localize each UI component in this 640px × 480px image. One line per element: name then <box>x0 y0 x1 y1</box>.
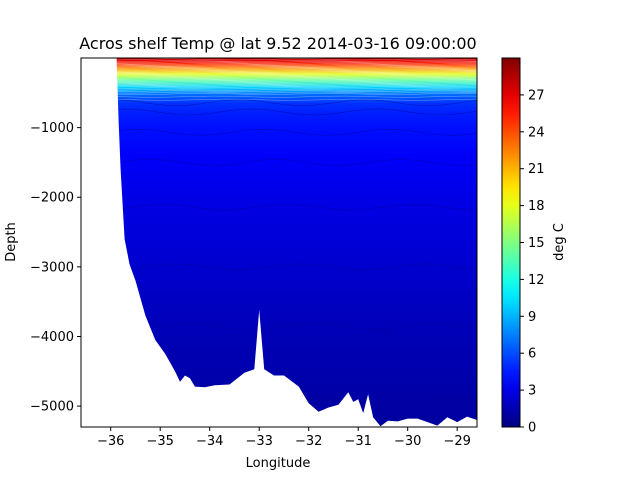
colorbar-tick-label: 27 <box>528 88 545 103</box>
isotherm-line <box>81 90 477 93</box>
isotherm-line <box>81 76 477 78</box>
y-axis-label: Depth <box>4 222 19 262</box>
isotherm-line <box>81 91 477 94</box>
isotherm-line <box>81 69 477 72</box>
colorbar-tick-label: 12 <box>528 273 545 288</box>
colorbar-tick-label: 21 <box>528 162 545 177</box>
colorbar-tick-label: 6 <box>528 347 536 362</box>
y-tick-label: −4000 <box>30 330 74 345</box>
isotherm-line <box>81 86 477 88</box>
isotherm-line <box>81 63 477 65</box>
isotherm-line <box>81 98 477 101</box>
x-tick-label: −35 <box>146 434 173 449</box>
isotherm-line <box>81 75 477 77</box>
isotherm-line <box>81 61 477 63</box>
y-tick-label: −3000 <box>30 260 74 275</box>
y-tick-label: −5000 <box>30 400 74 415</box>
y-tick-label: −1000 <box>30 121 74 136</box>
isotherm-line <box>81 95 477 98</box>
isotherm-line <box>81 80 477 83</box>
x-axis: −36 −35 −34 −33 −32 −31 −30 −29 <box>97 427 471 449</box>
isotherm-line <box>81 85 477 87</box>
isotherm-line <box>81 71 477 74</box>
colorbar-label: deg C <box>552 223 567 261</box>
x-tick-label: −32 <box>295 434 322 449</box>
isotherm-line <box>81 64 477 67</box>
isotherm-line <box>81 58 477 61</box>
isotherm-line <box>81 203 477 211</box>
isotherm-line <box>81 66 477 69</box>
colorbar: 0 3 6 9 12 15 18 21 24 27 deg C <box>501 57 567 436</box>
isotherm-line <box>81 60 477 62</box>
isotherm-line <box>81 73 477 76</box>
isotherm-line <box>81 64 477 66</box>
isotherm-line <box>81 87 477 90</box>
y-tick-label: −2000 <box>30 191 74 206</box>
isotherm-line <box>81 128 477 136</box>
isotherm-line <box>81 84 477 86</box>
isotherm-line <box>81 62 477 64</box>
isotherm-contours <box>81 58 477 405</box>
isotherm-line <box>81 99 477 107</box>
plot-area <box>81 58 477 427</box>
isotherm-line <box>81 263 477 271</box>
isotherm-line <box>81 108 477 116</box>
isotherm-line <box>81 78 477 81</box>
isotherm-line <box>81 77 477 79</box>
isotherm-line <box>81 69 477 71</box>
colorbar-tick-label: 18 <box>528 199 545 214</box>
colorbar-tick-label: 0 <box>528 421 536 436</box>
x-tick-label: −33 <box>245 434 272 449</box>
isotherm-line <box>81 70 477 73</box>
isotherm-line <box>81 67 477 70</box>
isotherm-line <box>81 159 477 166</box>
axes-frame <box>80 57 478 428</box>
isotherm-line <box>81 74 477 76</box>
isotherm-line <box>81 79 477 82</box>
y-axis: −1000 −2000 −3000 −4000 −5000 <box>30 121 81 415</box>
colorbar-tick-label: 15 <box>528 236 545 251</box>
isotherm-line <box>81 65 477 68</box>
isotherm-line <box>81 83 477 85</box>
colorbar-tick-label: 24 <box>528 125 545 140</box>
colorbar-fill <box>501 57 521 428</box>
isotherm-line <box>81 78 477 80</box>
x-tick-label: −30 <box>394 434 421 449</box>
x-tick-label: −31 <box>344 434 371 449</box>
colorbar-tick-label: 9 <box>528 310 536 325</box>
x-tick-label: −29 <box>443 434 470 449</box>
colorbar-tick-label: 3 <box>528 384 536 399</box>
x-axis-label: Longitude <box>246 456 311 471</box>
isotherm-line <box>81 68 477 70</box>
x-tick-label: −34 <box>196 434 223 449</box>
isotherm-line <box>81 88 477 91</box>
x-tick-label: −36 <box>97 434 124 449</box>
isotherm-line <box>81 72 477 75</box>
chart-title: Acros shelf Temp @ lat 9.52 2014-03-16 0… <box>79 34 476 53</box>
isotherm-line <box>81 82 477 84</box>
colorbar-ticks: 0 3 6 9 12 15 18 21 24 27 <box>520 88 545 436</box>
isotherm-line <box>81 93 477 95</box>
